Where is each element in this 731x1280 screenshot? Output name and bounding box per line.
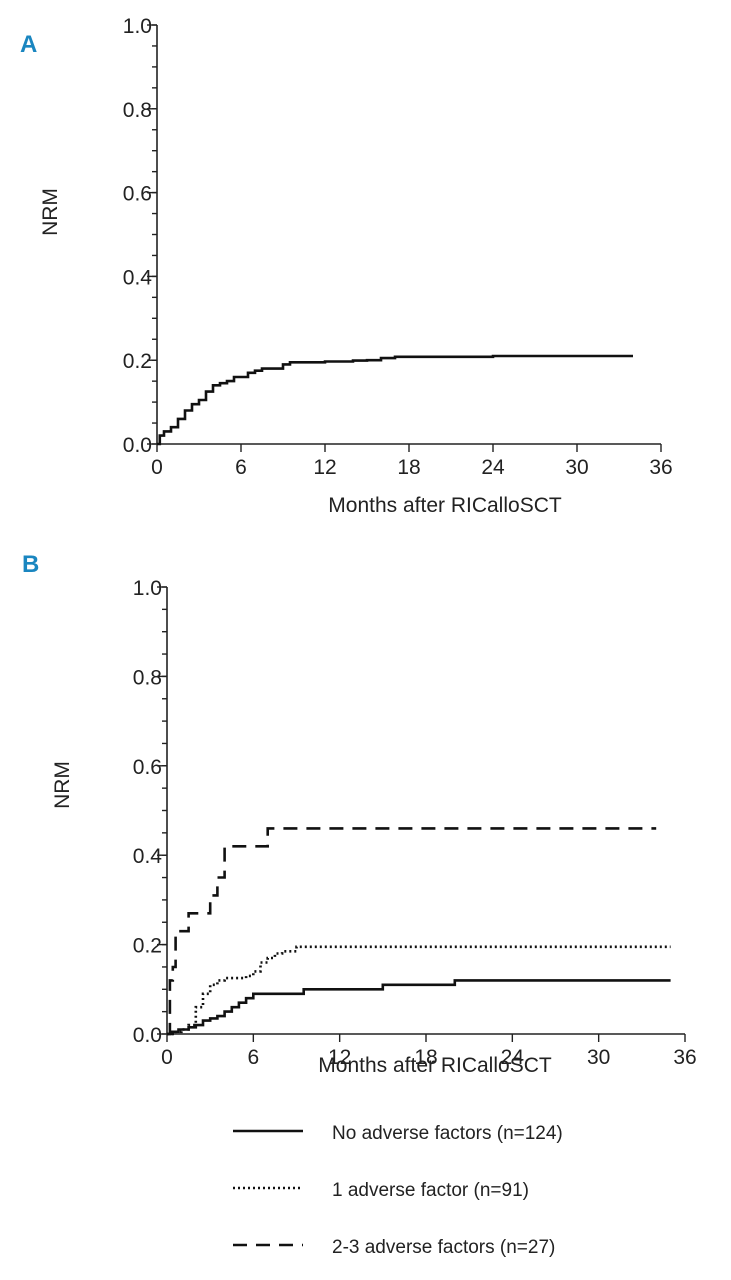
x-tick-label: 0 <box>151 456 163 479</box>
panel-a-x-axis-title: Months after RICalloSCT <box>328 494 562 517</box>
panel-b-x-ticks: 0 6 12 18 24 30 36 <box>161 1034 697 1069</box>
panel-a-y-ticks: 0.0 0.2 0.4 0.6 0.8 1.0 <box>123 15 157 457</box>
legend-label-two-three-adverse: 2-3 adverse factors (n=27) <box>332 1237 555 1258</box>
panel-b-y-minor-ticks <box>162 586 167 1035</box>
x-tick-label: 12 <box>328 1046 351 1069</box>
y-tick-label: 0.4 <box>133 845 163 868</box>
x-tick-label: 6 <box>247 1046 259 1069</box>
panel-a: A 0.0 0.2 0.4 0.6 0.8 1.0 0 6 12 18 24 30 36 Months… <box>20 15 673 517</box>
x-tick-label: 18 <box>414 1046 437 1069</box>
x-tick-label: 24 <box>481 456 505 479</box>
series-line-2 <box>167 827 657 1036</box>
x-tick-label: 36 <box>649 456 672 479</box>
x-tick-label: 30 <box>587 1046 610 1069</box>
y-tick-label: 1.0 <box>123 15 152 38</box>
panel-a-y-minor-ticks <box>152 24 157 445</box>
legend: No adverse factors (n=124) 1 adverse fac… <box>233 1123 563 1258</box>
y-tick-label: 0.8 <box>123 99 152 122</box>
panel-b-label: B <box>22 551 39 578</box>
panel-a-x-ticks: 0 6 12 18 24 30 36 <box>151 444 673 479</box>
panel-a-series <box>157 354 633 446</box>
panel-a-label: A <box>20 31 37 58</box>
x-tick-label: 24 <box>501 1046 525 1069</box>
y-tick-label: 0.6 <box>123 183 152 206</box>
x-tick-label: 18 <box>397 456 420 479</box>
x-tick-label: 30 <box>565 456 588 479</box>
y-tick-label: 0.4 <box>123 266 153 289</box>
y-tick-label: 0.8 <box>133 666 162 689</box>
panel-b-y-ticks: 0.0 0.2 0.4 0.6 0.8 1.0 <box>133 577 167 1047</box>
x-tick-label: 36 <box>673 1046 696 1069</box>
y-tick-label: 0.6 <box>133 756 162 779</box>
x-tick-label: 0 <box>161 1046 173 1069</box>
y-tick-label: 0.2 <box>123 350 152 373</box>
y-tick-label: 0.0 <box>123 434 152 457</box>
y-tick-label: 0.2 <box>133 935 162 958</box>
series-line-1 <box>167 945 671 1036</box>
y-tick-label: 1.0 <box>133 577 162 600</box>
panel-b-x-axis-title: Months after RICalloSCT <box>318 1054 552 1077</box>
x-tick-label: 12 <box>313 456 336 479</box>
panel-b-y-axis-title: NRM <box>51 761 74 809</box>
panel-b-series <box>167 827 671 1036</box>
legend-label-one-adverse: 1 adverse factor (n=91) <box>332 1180 529 1201</box>
panel-b: B 0.0 0.2 0.4 0.6 0.8 1.0 0 6 12 18 24 30 36 Months… <box>22 551 697 1258</box>
legend-label-no-adverse: No adverse factors (n=124) <box>332 1123 563 1144</box>
series-line-0 <box>167 979 671 1036</box>
series-line-0 <box>157 354 633 446</box>
y-tick-label: 0.0 <box>133 1024 162 1047</box>
x-tick-label: 6 <box>235 456 247 479</box>
panel-a-y-axis-title: NRM <box>39 188 62 236</box>
